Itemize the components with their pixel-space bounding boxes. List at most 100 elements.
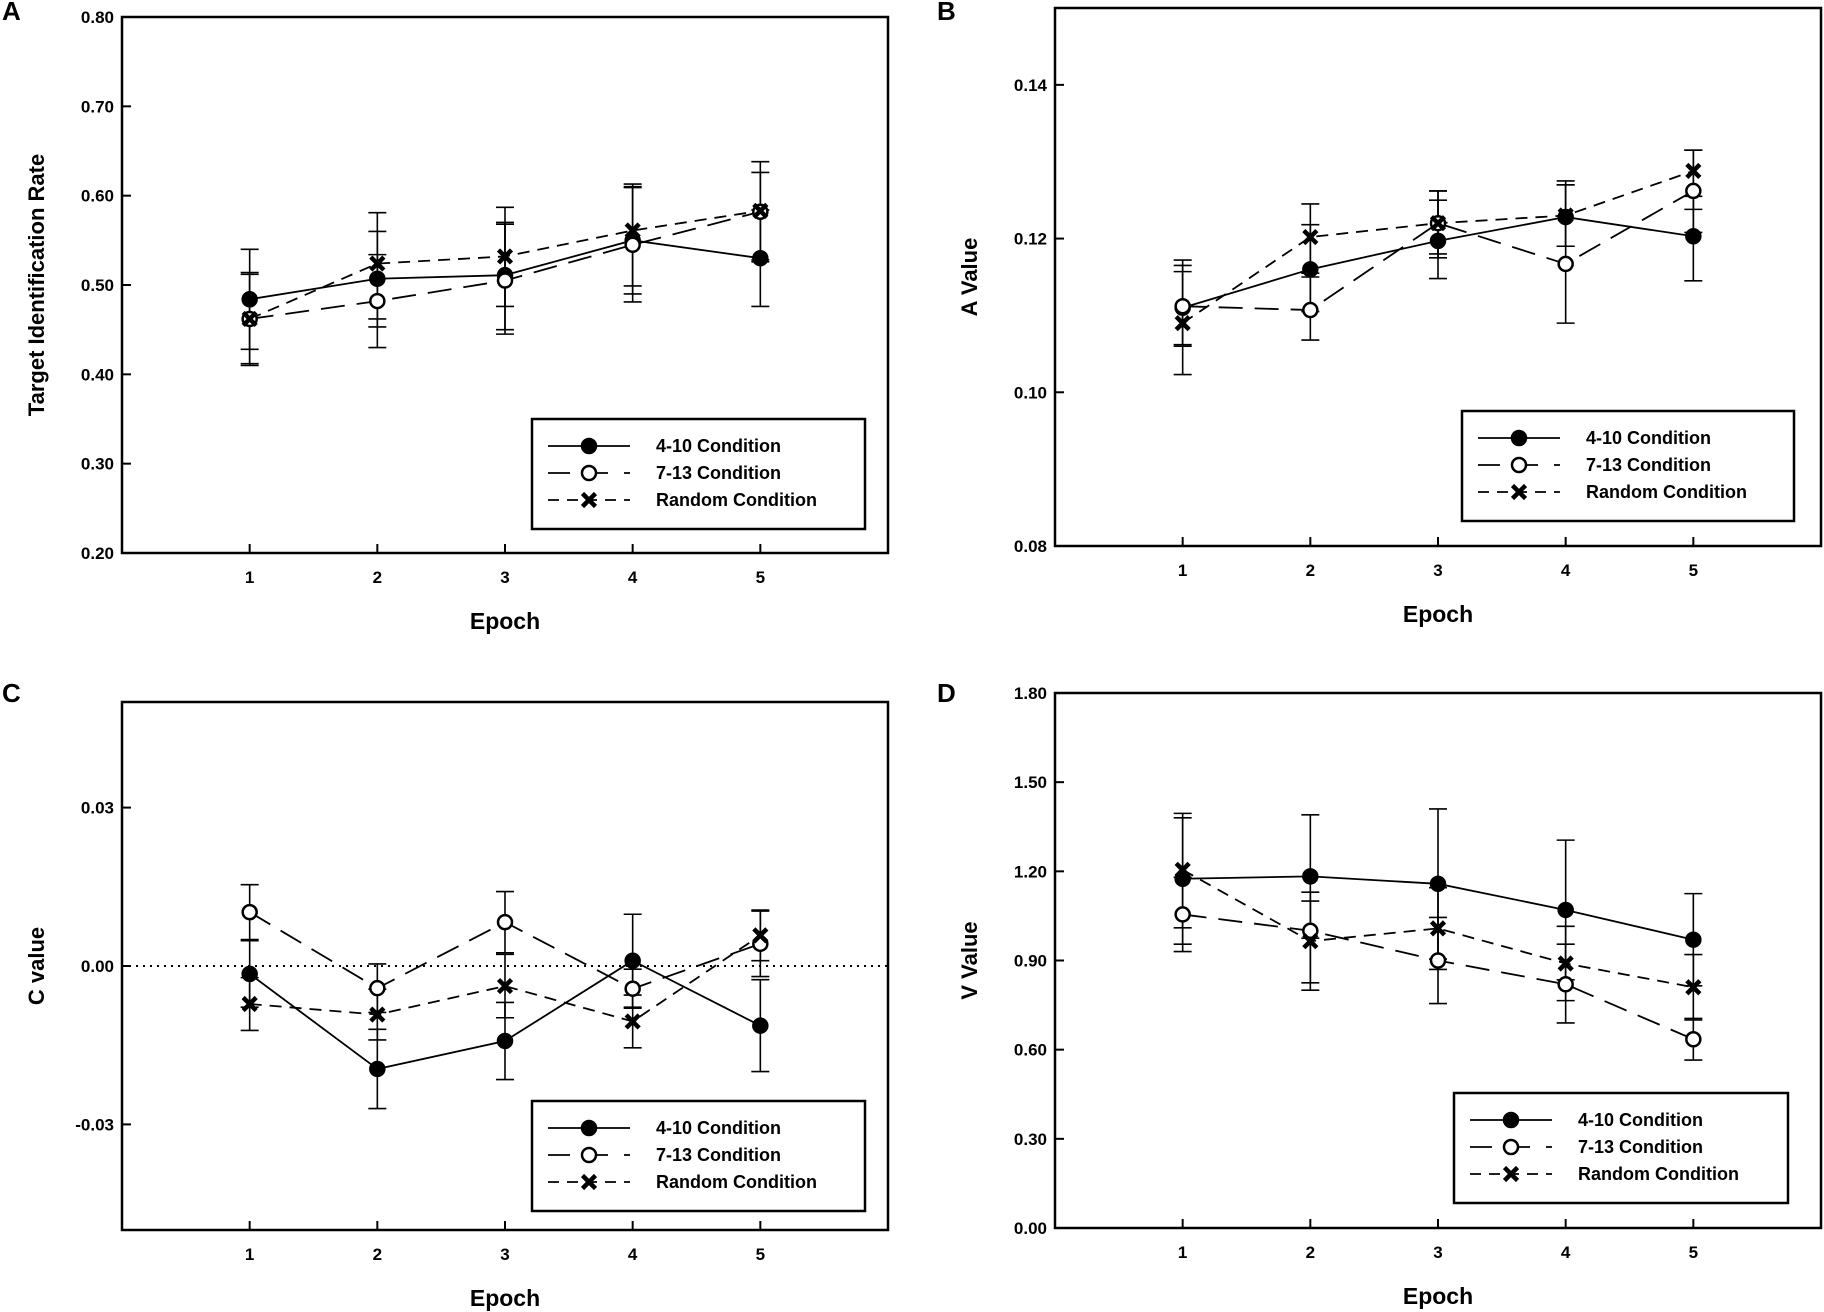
series-line	[1182, 190, 1694, 311]
y-axis-title: C value	[24, 927, 49, 1005]
y-axis-title: Target Identification Rate	[24, 154, 49, 416]
x-tick-label: 4	[628, 1245, 638, 1264]
data-point	[1302, 933, 1319, 950]
data-point	[1557, 255, 1574, 273]
markers-x	[1174, 861, 1702, 996]
markers-open-circle	[1174, 906, 1702, 1048]
data-point	[1174, 297, 1191, 315]
panel-b: B 1 2 3 4 5 0.08 0.10 0.12 0.14 Epoch A Value 4-10 C…	[937, 0, 1823, 627]
data-point	[1174, 315, 1191, 332]
legend-marker	[580, 464, 598, 482]
x-tick-label: 3	[1433, 1243, 1442, 1262]
panel-label: C	[2, 678, 21, 708]
data-point	[1174, 906, 1191, 923]
x-tick-label: 1	[245, 568, 254, 587]
x-tick-label: 4	[1561, 1243, 1571, 1262]
data-point	[496, 1032, 514, 1050]
data-point	[496, 248, 514, 265]
legend-marker	[580, 1173, 598, 1191]
legend-marker	[580, 1146, 598, 1164]
y-tick-label: 0.60	[1014, 1041, 1047, 1060]
data-point	[1302, 261, 1319, 278]
data-point	[624, 1013, 641, 1030]
y-tick-label: 0.00	[1014, 1219, 1047, 1238]
y-tick-label: 0.08	[1014, 537, 1047, 556]
y-axis-title: V Value	[957, 921, 982, 999]
data-point	[752, 1017, 769, 1034]
y-tick-label: 0.10	[1014, 383, 1047, 402]
markers-open-circle	[241, 903, 769, 997]
data-point	[1429, 232, 1447, 250]
data-point	[369, 292, 386, 310]
x-tick-label: 5	[756, 1245, 765, 1264]
data-point	[241, 291, 258, 308]
x-tick-label: 4	[1561, 561, 1571, 580]
data-point	[496, 272, 514, 289]
data-point	[624, 236, 641, 254]
data-point	[624, 222, 641, 239]
y-tick-label: 1.80	[1014, 684, 1047, 703]
data-point	[1174, 861, 1191, 878]
data-point	[1302, 868, 1319, 885]
markers-filled-circle	[241, 952, 769, 1078]
legend-label: Random Condition	[656, 1172, 817, 1192]
data-point	[1557, 955, 1574, 972]
y-tick-label: 0.20	[81, 544, 114, 563]
legend-marker	[1510, 456, 1528, 474]
data-point	[1302, 301, 1319, 319]
series-line	[1182, 869, 1694, 989]
data-point	[241, 965, 258, 983]
legend-marker	[580, 1119, 598, 1137]
x-tick-label: 2	[373, 1245, 382, 1264]
x-tick-label: 5	[1689, 561, 1698, 580]
x-axis-title: Epoch	[1403, 601, 1473, 627]
data-point	[1302, 228, 1319, 246]
legend-marker	[1502, 1165, 1520, 1183]
data-point	[369, 1060, 386, 1078]
markers-x	[241, 202, 769, 328]
legend-label: 7-13 Condition	[656, 463, 781, 483]
x-tick-label: 5	[1689, 1243, 1698, 1262]
x-tick-label: 1	[1178, 1243, 1187, 1262]
x-tick-label: 1	[245, 1245, 254, 1264]
data-point	[1557, 207, 1574, 224]
y-tick-label: 0.30	[81, 455, 114, 474]
x-tick-label: 3	[500, 568, 509, 587]
x-tick-label: 2	[1306, 561, 1315, 580]
y-tick-label: 0.90	[1014, 952, 1047, 971]
legend-marker	[1502, 1111, 1520, 1129]
data-point	[1685, 182, 1702, 200]
data-point	[624, 980, 641, 997]
data-point	[1302, 922, 1319, 940]
y-tick-label: 0.40	[81, 365, 114, 384]
panel-label: D	[937, 678, 956, 708]
x-tick-label: 4	[628, 568, 638, 587]
legend-label: 4-10 Condition	[1578, 1110, 1703, 1130]
data-point	[241, 903, 258, 921]
x-tick-label: 2	[1306, 1243, 1315, 1262]
data-point	[369, 979, 386, 997]
legend: 4-10 Condition 7-13 Condition Random Condi…	[530, 1099, 867, 1213]
x-axis-title: Epoch	[1403, 1283, 1473, 1309]
data-point	[241, 995, 258, 1013]
data-point	[1685, 162, 1702, 180]
markers-x	[1174, 162, 1702, 332]
y-tick-label: 0.70	[81, 97, 114, 116]
data-point	[624, 952, 641, 969]
panel-label: A	[2, 0, 21, 26]
legend-label: 7-13 Condition	[1578, 1137, 1703, 1157]
legend-label: 4-10 Condition	[1586, 428, 1711, 448]
data-point	[752, 202, 769, 219]
data-point	[1685, 979, 1702, 996]
legend-label: Random Condition	[1586, 482, 1747, 502]
markers-open-circle	[1174, 182, 1702, 319]
data-point	[369, 255, 386, 272]
y-tick-label: 0.12	[1014, 230, 1047, 249]
x-axis-title: Epoch	[470, 608, 540, 634]
legend-label: 4-10 Condition	[656, 1118, 781, 1138]
y-tick-label: 0.14	[1014, 76, 1048, 95]
legend-label: Random Condition	[1578, 1164, 1739, 1184]
y-tick-label: -0.03	[75, 1115, 114, 1134]
data-point	[1429, 920, 1447, 937]
panel-d: D 1 2 3 4 5 0.00 0.30 0.60 0.90 1.20 1.50 1.80 Epoch V…	[937, 678, 1823, 1309]
